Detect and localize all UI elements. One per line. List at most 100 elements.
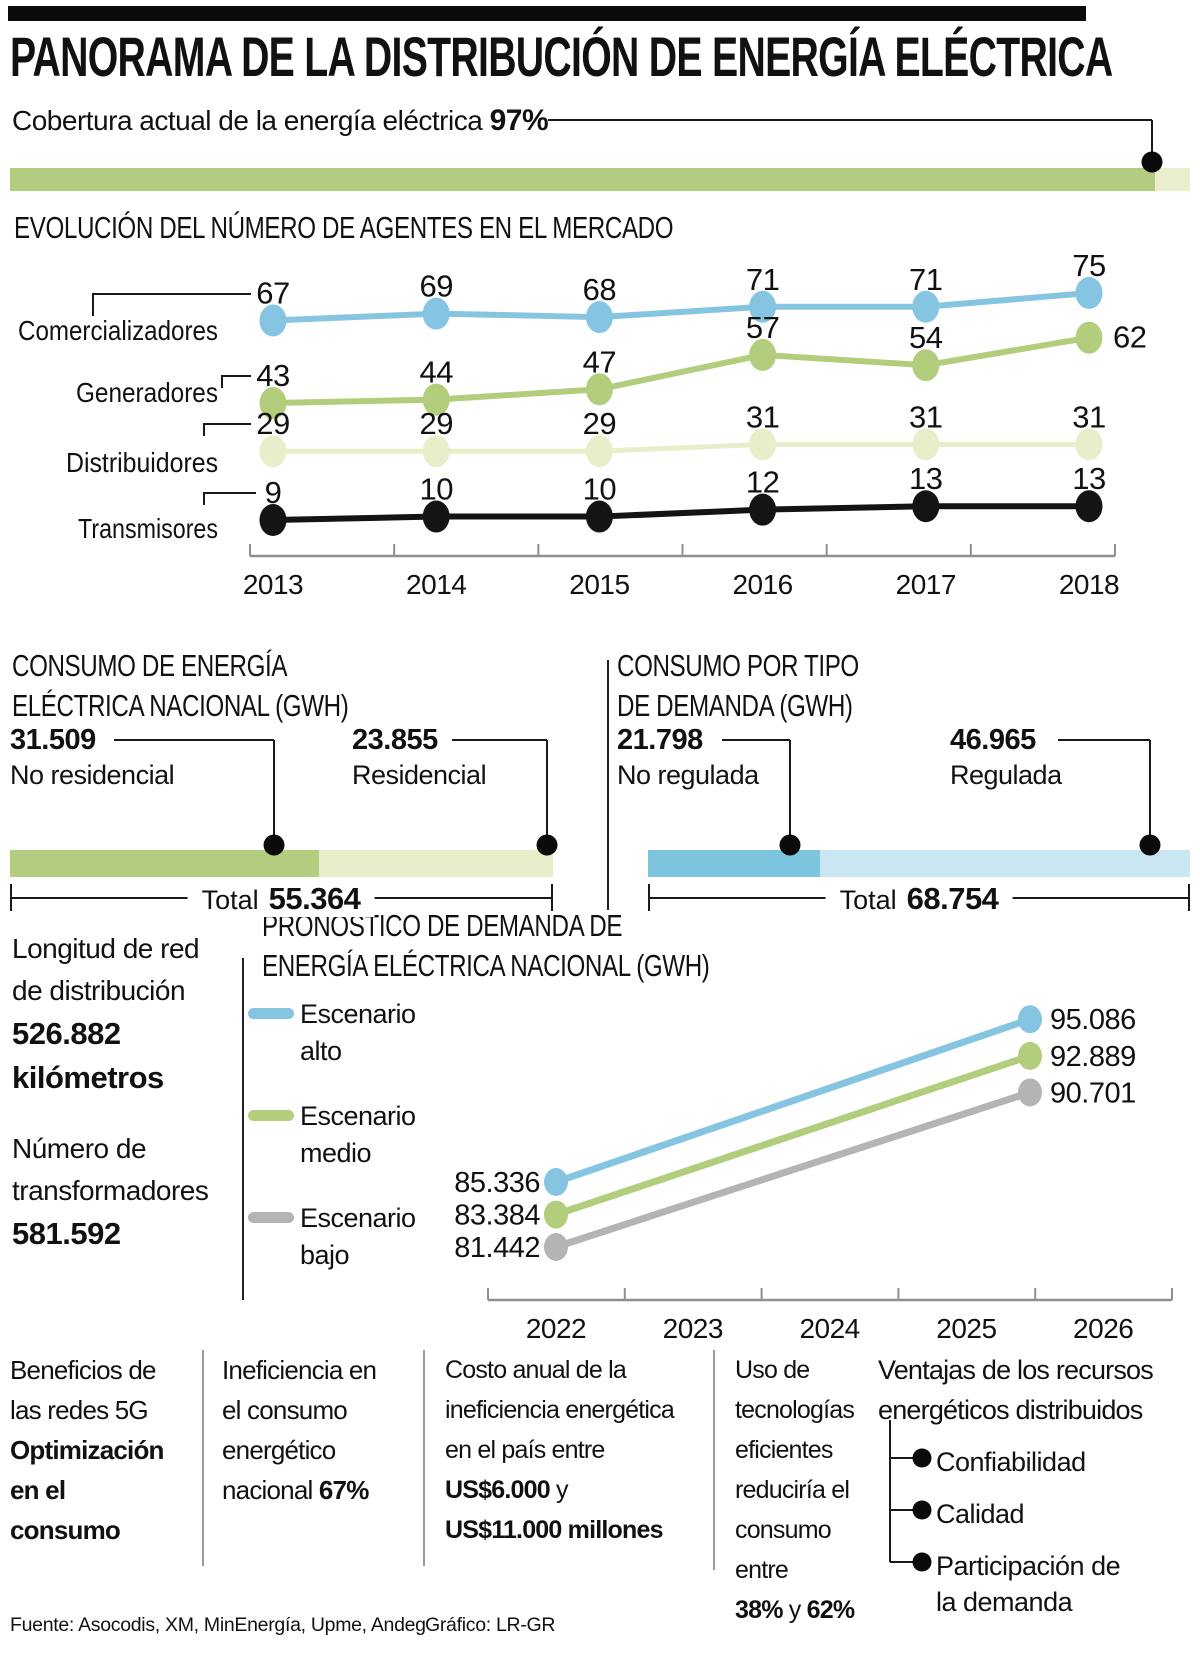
svg-text:29: 29	[419, 406, 452, 441]
svg-text:29: 29	[256, 406, 289, 441]
top-accent-bar	[8, 6, 1086, 21]
fact-line: Costo anual de la	[445, 1356, 627, 1384]
advantage-item: Confiabilidad	[936, 1447, 1086, 1477]
svg-text:43: 43	[256, 358, 289, 393]
coverage-label: Cobertura actual de la energía eléctrica…	[12, 104, 549, 138]
svg-text:2024: 2024	[799, 1313, 859, 1344]
nonregulated-label: No regulada	[617, 760, 759, 790]
facts-divider-1	[202, 1350, 204, 1566]
fact-column-annual-cost: Costo anual de la ineficiencia energética…	[445, 1350, 709, 1550]
fact-line: eficientes	[735, 1436, 833, 1464]
svg-text:9: 9	[265, 475, 282, 510]
advantages-block: Ventajas de los recursos energéticos dis…	[878, 1350, 1154, 1430]
legend-swatch-bajo	[248, 1212, 294, 1223]
series-comercializadores: Comercializadores 67 69 68 71 71 75	[18, 248, 1106, 346]
series-generadores: Generadores 43 44 47 57 54 62	[76, 310, 1147, 420]
svg-text:2015: 2015	[569, 569, 629, 600]
legend-label: Escenario alto	[300, 999, 416, 1066]
stat-value: kilómetros	[12, 1060, 164, 1095]
svg-text:Distribuidores: Distribuidores	[66, 447, 218, 478]
stat-line: de distribución	[12, 975, 186, 1006]
stat-value: 581.592	[12, 1216, 121, 1251]
legend-label: Escenario bajo	[300, 1203, 416, 1270]
fact-line: US$11.000 millones	[445, 1516, 663, 1544]
consumption-demand-total: Total 68.754	[825, 881, 1013, 917]
advantages-title-line-1: Ventajas de los recursos	[878, 1355, 1154, 1385]
nonresidential-value: 31.509	[10, 724, 96, 756]
consumption-demand-title-line-1: CONSUMO POR TIPO	[617, 648, 859, 683]
legend-item-bajo: Escenario bajo	[248, 1200, 468, 1274]
svg-text:2023: 2023	[663, 1313, 723, 1344]
stat-network-length: Longitud de red de distribución 526.882 …	[12, 928, 200, 1100]
svg-text:62: 62	[1113, 320, 1146, 355]
svg-text:2014: 2014	[406, 569, 466, 600]
svg-text:44: 44	[419, 355, 453, 390]
svg-text:10: 10	[583, 472, 617, 507]
bar-segment-no-regulada	[648, 850, 820, 877]
svg-text:2022: 2022	[526, 1313, 586, 1344]
consumption-national-bar	[10, 850, 553, 877]
svg-text:2018: 2018	[1059, 569, 1119, 600]
fact-line: reduciría el	[735, 1476, 850, 1504]
svg-text:90.701: 90.701	[1050, 1077, 1136, 1109]
svg-text:71: 71	[909, 262, 942, 297]
fact-line: en el país entre	[445, 1436, 605, 1464]
consumption-panels-divider	[607, 660, 609, 910]
bar-segment-residencial	[319, 850, 553, 877]
consumption-national-title-line-2: ELÉCTRICA NACIONAL (GWH)	[12, 688, 349, 723]
coverage-bar-fill	[10, 168, 1155, 191]
svg-text:67: 67	[256, 276, 289, 311]
fact-column-efficient-technologies: Uso de tecnologías eficientes reduciría el c…	[735, 1350, 885, 1630]
advantages-title-line-2: energéticos distribuidos	[878, 1395, 1143, 1425]
total-value: 68.754	[906, 881, 999, 916]
svg-text:Transmisores: Transmisores	[78, 513, 218, 544]
residential-label: Residencial	[352, 760, 487, 790]
svg-text:75: 75	[1072, 248, 1105, 283]
fact-line: Uso de	[735, 1356, 810, 1384]
forecast-title-line-2: ENERGÍA ELÉCTRICA NACIONAL (GWH)	[262, 948, 710, 983]
stat-value: 526.882	[12, 1016, 121, 1051]
nonregulated-value: 21.798	[617, 724, 703, 756]
svg-text:Comercializadores: Comercializadores	[18, 315, 218, 346]
footer-credit: Gráfico: LR-GR	[425, 1614, 556, 1636]
coverage-bar-remainder	[1154, 168, 1190, 191]
page-title: PANORAMA DE LA DISTRIBUCIÓN DE ENERGÍA E…	[10, 25, 1113, 88]
total-value: 55.364	[268, 881, 361, 916]
bar-segment-no-residencial	[10, 850, 320, 877]
series-transmisores: Transmisores 9 10 10 12 13 13	[78, 461, 1106, 544]
svg-text:57: 57	[746, 310, 779, 345]
residential-value: 23.855	[352, 724, 438, 756]
stat-line: Número de	[12, 1133, 147, 1164]
fact-line: energético	[222, 1435, 336, 1465]
svg-text:29: 29	[583, 406, 616, 441]
total-label: Total	[839, 885, 897, 915]
forecast-section-divider	[242, 958, 244, 1300]
fact-line: consumo entre	[735, 1516, 832, 1584]
coverage-value: 97%	[489, 104, 549, 137]
svg-text:69: 69	[419, 269, 452, 304]
svg-text:2026: 2026	[1073, 1313, 1133, 1344]
svg-text:12: 12	[746, 465, 779, 500]
agents-section-title: EVOLUCIÓN DEL NÚMERO DE AGENTES EN EL ME…	[14, 210, 674, 245]
stat-transformers: Número de transformadores 581.592	[12, 1128, 209, 1256]
fact-line: 38% y 62%	[735, 1596, 855, 1624]
svg-text:54: 54	[909, 320, 943, 355]
fact-line: ineficiencia energética	[445, 1396, 675, 1424]
coverage-label-text: Cobertura actual de la energía eléctrica	[12, 105, 483, 136]
svg-text:31: 31	[909, 399, 942, 434]
svg-text:2025: 2025	[936, 1313, 996, 1344]
stat-line: Longitud de red	[12, 933, 200, 964]
footer-source: Fuente: Asocodis, XM, MinEnergía, Upme, …	[10, 1614, 426, 1636]
svg-text:2016: 2016	[732, 569, 792, 600]
svg-text:68: 68	[583, 272, 616, 307]
stat-line: transformadores	[12, 1175, 209, 1206]
series-distribuidores: Distribuidores 29 29 29 31 31 31	[66, 399, 1106, 478]
svg-text:Generadores: Generadores	[76, 377, 218, 408]
facts-divider-3	[713, 1350, 715, 1570]
fact-line: Ineficiencia en	[222, 1355, 377, 1385]
fact-line: Optimización	[10, 1435, 164, 1465]
svg-text:31: 31	[1072, 399, 1105, 434]
advantage-item: Calidad	[936, 1499, 1025, 1529]
